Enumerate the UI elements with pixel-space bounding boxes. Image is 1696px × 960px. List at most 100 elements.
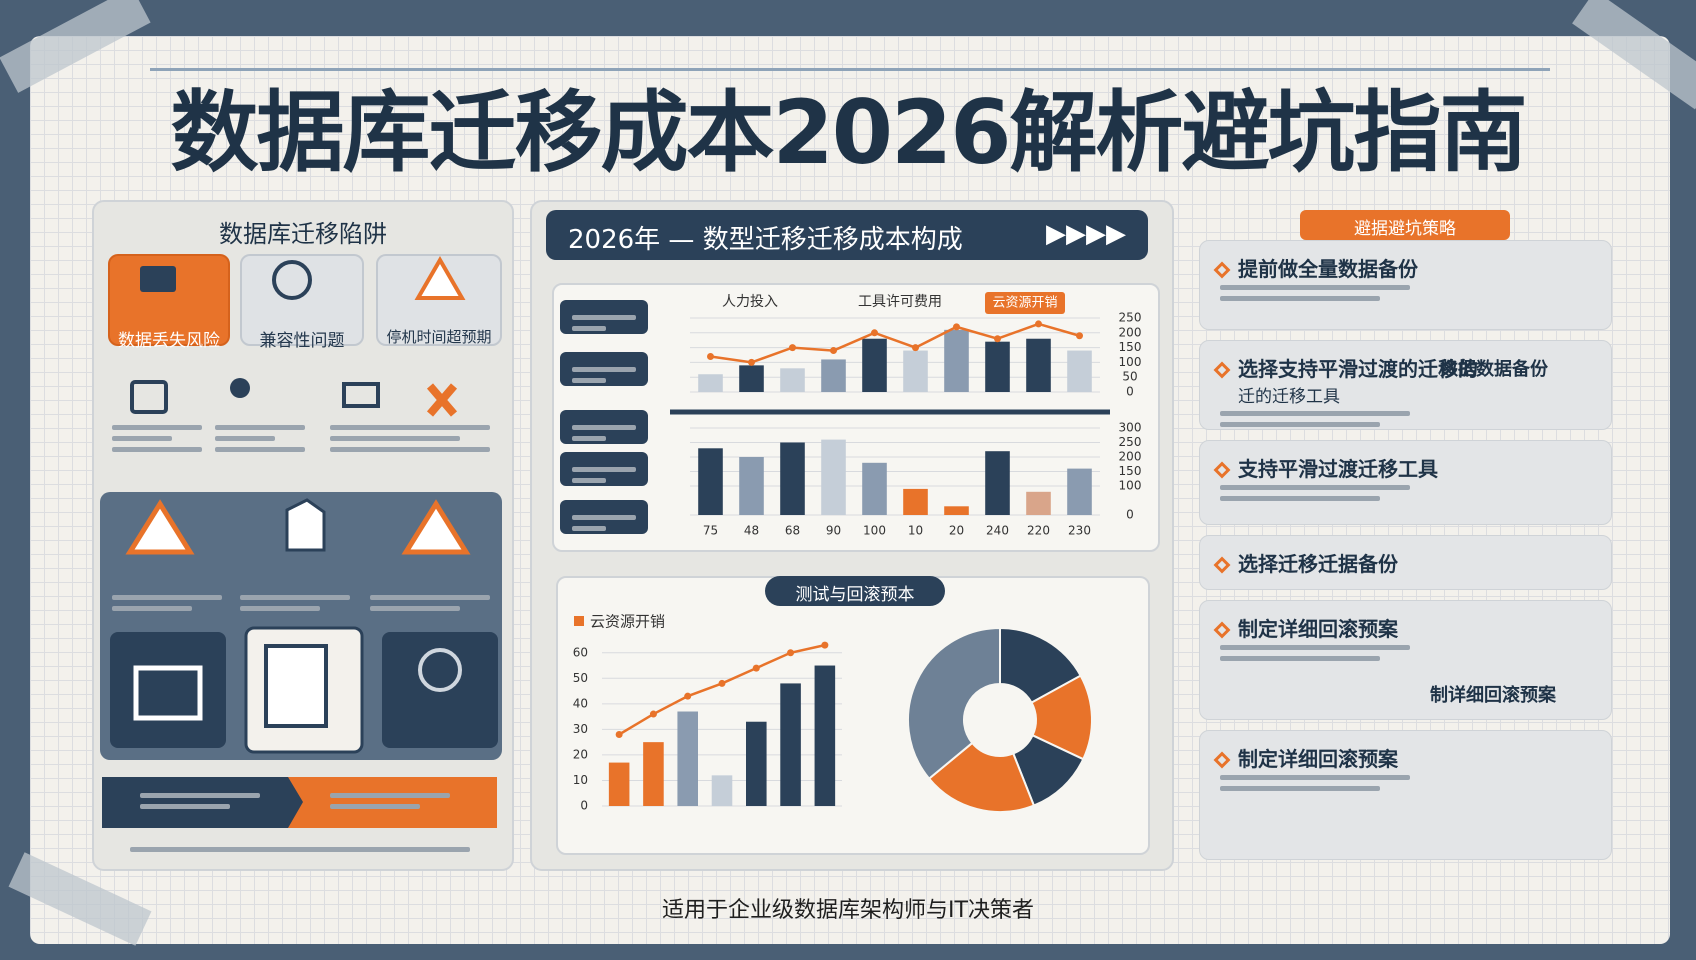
text-filler xyxy=(572,526,606,531)
bar xyxy=(739,457,764,515)
x-tick-label: 75 xyxy=(703,524,718,538)
series-label: 工具许可费用 xyxy=(858,294,942,310)
cost-box xyxy=(552,283,1160,552)
strategy-item: 支持平滑过渡迁移工具 xyxy=(1199,440,1612,525)
y-tick-label: 100 xyxy=(1119,479,1142,493)
bullet xyxy=(1213,751,1231,769)
legend-label: 云资源开销 xyxy=(590,613,665,631)
x-tick-label: 240 xyxy=(986,524,1009,538)
icon xyxy=(426,383,458,417)
icon xyxy=(342,382,380,408)
text-filler xyxy=(1220,411,1410,416)
text-filler xyxy=(1220,645,1410,650)
strategy-title: 提前做全量数据备份 xyxy=(1213,253,1595,282)
x-tick-label: 20 xyxy=(949,524,964,538)
line-point xyxy=(752,664,760,672)
bar xyxy=(862,462,887,515)
text-filler xyxy=(112,606,192,611)
bar xyxy=(903,350,928,392)
bar xyxy=(814,665,836,806)
line-point xyxy=(830,347,837,355)
bar xyxy=(698,374,723,392)
line-point xyxy=(707,352,714,360)
text-filler xyxy=(572,436,606,441)
bar xyxy=(1067,350,1092,392)
text-filler xyxy=(1220,656,1380,661)
y-tick-label: 10 xyxy=(573,773,588,787)
traps-heading: 数据库迁移陷阱 xyxy=(219,220,387,248)
strategy-title-text: 支持平滑过渡迁移工具 xyxy=(1238,457,1438,481)
y-tick-label: 40 xyxy=(573,696,588,710)
text-filler xyxy=(112,436,172,441)
bullet xyxy=(1213,261,1231,279)
bar xyxy=(862,338,887,392)
text-filler xyxy=(572,425,636,430)
text-filler xyxy=(572,467,636,472)
text-filler xyxy=(1220,775,1410,780)
y-tick-label: 20 xyxy=(573,747,588,761)
strategy-title-text: 提前做全量数据备份 xyxy=(1238,257,1418,281)
y-tick-label: 250 xyxy=(1119,311,1142,325)
donut-segment xyxy=(927,741,1036,813)
rule xyxy=(150,68,1550,71)
strategy-side: 数据数据备份 xyxy=(1440,359,1548,380)
y-tick-label: 300 xyxy=(1119,421,1142,435)
text-filler xyxy=(1220,422,1380,427)
icon xyxy=(230,378,250,398)
strategy-title: 选择支持平滑过渡的迁移的 xyxy=(1213,353,1595,382)
line-point xyxy=(684,692,692,700)
x-tick-label: 10 xyxy=(908,524,923,538)
icon xyxy=(133,665,203,721)
strategy-title-text: 选择迁移迁据备份 xyxy=(1238,552,1398,576)
y-tick-label: 200 xyxy=(1119,325,1142,339)
bar xyxy=(608,762,630,806)
text-filler xyxy=(240,595,350,600)
x-tick-label: 220 xyxy=(1027,524,1050,538)
legend-swatch xyxy=(574,616,584,626)
bar xyxy=(643,742,664,806)
text-filler xyxy=(1220,485,1410,490)
strategy-title: 制定详细回滚预案 xyxy=(1213,613,1595,642)
text-filler xyxy=(572,378,606,383)
banner-right xyxy=(288,777,497,828)
title: 数据库迁移成本2026解析避坑指南 xyxy=(170,81,1528,184)
bar xyxy=(780,442,805,515)
y-tick-label: 50 xyxy=(573,671,588,685)
y-tick-label: 0 xyxy=(1126,385,1134,399)
bar xyxy=(944,506,969,515)
line-point xyxy=(871,329,878,337)
strategy-title-text: 选择支持平滑过渡的迁移的 xyxy=(1238,357,1478,381)
bullet xyxy=(1213,621,1231,639)
strategy-title-text: 制定详细回滚预案 xyxy=(1238,617,1398,641)
bar xyxy=(1026,491,1051,515)
bar xyxy=(1067,468,1092,515)
text-filler xyxy=(330,425,490,430)
strategy-title-text: 制定详细回滚预案 xyxy=(1238,747,1398,771)
y-tick-label: 50 xyxy=(1122,370,1137,384)
y-tick-label: 200 xyxy=(1119,450,1142,464)
text-filler xyxy=(370,606,460,611)
text-filler xyxy=(330,447,490,452)
line-point xyxy=(994,335,1001,343)
icon xyxy=(414,256,466,300)
icon xyxy=(264,644,328,728)
cost-heading: 2026年 — 数型迁移迁移成本构成 ▶▶▶▶ xyxy=(546,210,1148,260)
text-filler xyxy=(140,804,230,809)
icon xyxy=(272,260,312,300)
y-tick-label: 100 xyxy=(1119,355,1142,369)
text-filler xyxy=(1220,296,1380,301)
x-tick-label: 230 xyxy=(1068,524,1091,538)
icon xyxy=(130,380,168,414)
bullet xyxy=(1213,461,1231,479)
y-tick-label: 150 xyxy=(1119,340,1142,354)
strategy-title: 制定详细回滚预案 xyxy=(1213,743,1595,772)
bar xyxy=(780,683,801,806)
strategy-side: 制详细回滚预案 xyxy=(1430,685,1556,706)
series-label: 人力投入 xyxy=(722,294,778,310)
icon xyxy=(125,499,195,555)
bar xyxy=(711,775,733,806)
bar xyxy=(903,488,928,515)
bar xyxy=(1026,338,1051,392)
